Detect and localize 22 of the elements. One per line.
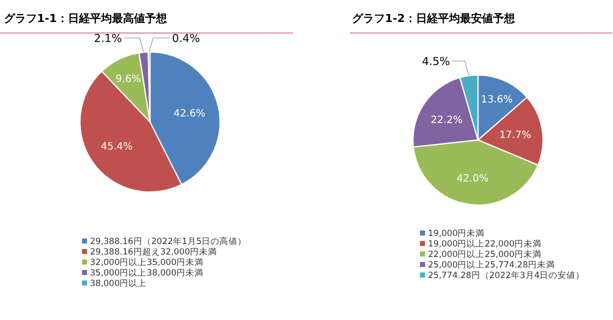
data-label: 17.7%	[499, 130, 532, 141]
legend-label: 29,388.16円（2022年1月5日の高値）	[90, 236, 247, 247]
data-label: 42.0%	[456, 173, 488, 184]
legend-label: 19,000円未満	[428, 228, 485, 239]
chart-title: グラフ1-2：日経平均最安値予想	[352, 12, 516, 25]
legend-label: 25,774.28円（2022年3月4日の安値）	[428, 270, 585, 281]
data-label: 9.6%	[116, 74, 142, 86]
data-label: 22.2%	[430, 115, 463, 126]
data-label: 0.4%	[172, 32, 200, 45]
legend-label: 35,000円以上38,000円未満	[90, 268, 204, 278]
chart-title: グラフ1-1：日経平均最高値予想	[4, 12, 168, 25]
data-label: 4.5%	[422, 55, 450, 68]
legend-label: 22,000円以上25,000円未満	[428, 249, 542, 260]
data-label: 13.6%	[480, 94, 513, 106]
legend-label: 32,000円以上35,000円未満	[90, 257, 204, 268]
legend-label: 25,000円以上25,774.28円未満	[428, 260, 556, 270]
legend-label: 29,388.16円超え32,000円未満	[90, 246, 218, 258]
legend-label: 19,000円以上22,000円未満	[428, 238, 542, 250]
data-label: 2.1%	[94, 32, 122, 45]
legend-label: 38,000円以上	[90, 278, 147, 289]
data-label: 45.4%	[100, 141, 133, 152]
data-label: 42.6%	[174, 108, 206, 120]
